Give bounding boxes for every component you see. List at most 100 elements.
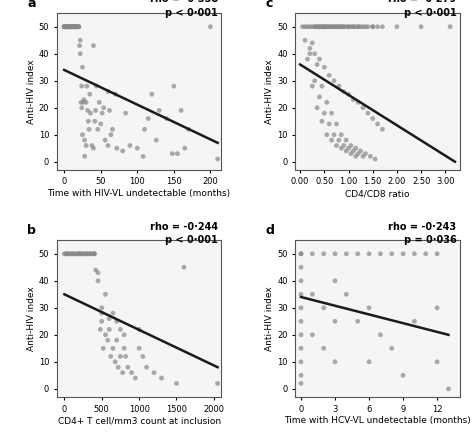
Point [98,310,106,317]
Point [320,110,328,117]
Point [81,137,89,144]
Point [78,104,85,111]
Text: rho = -0·244
p < 0·001: rho = -0·244 p < 0·001 [150,221,218,245]
Point [169,150,176,157]
Point [320,345,328,352]
Point [369,115,376,122]
Point [82,99,90,106]
Point [445,385,452,392]
Point [79,250,87,258]
Point [323,23,330,30]
Point [69,23,77,30]
Point [330,77,338,84]
Point [214,380,221,387]
Point [90,145,97,152]
Point [340,23,347,30]
Point [299,23,306,30]
Point [61,23,69,30]
Point [68,23,75,30]
Point [297,304,305,311]
Point [75,23,82,30]
Point [328,137,336,144]
Point [306,50,314,57]
Point [325,72,333,79]
Point [72,250,79,258]
Point [340,142,347,149]
Point [84,107,91,114]
Point [92,107,100,114]
Point [100,345,107,352]
Point [94,269,102,276]
Point [331,318,339,325]
Point [297,345,305,352]
Point [399,372,407,379]
Point [364,23,372,30]
Point [350,96,357,103]
Point [410,318,418,325]
Point [335,137,343,144]
Point [76,42,83,49]
Point [68,23,75,30]
Point [297,291,305,298]
Point [350,23,357,30]
Point [316,23,323,30]
Point [143,364,150,371]
Point [173,380,180,387]
Point [77,99,85,106]
Point [325,120,333,127]
Point [105,315,113,322]
Point [73,23,81,30]
Point [214,156,221,163]
Point [422,250,429,258]
Point [447,23,454,30]
Point [330,131,338,138]
Point [325,23,333,30]
Point [337,145,345,152]
Point [320,23,328,30]
Point [359,23,367,30]
Point [107,353,115,360]
Point [117,326,124,333]
Point [113,145,120,152]
Point [185,126,192,133]
Point [62,23,70,30]
Point [297,331,305,338]
Point [65,23,73,30]
Point [91,250,98,258]
Point [158,374,165,381]
Point [316,56,323,63]
Point [96,326,104,333]
Point [323,99,330,106]
Point [104,142,112,149]
Point [109,345,117,352]
Point [68,23,75,30]
Point [343,291,350,298]
Point [113,318,120,325]
Point [433,358,441,365]
Point [134,145,141,152]
Point [301,37,309,44]
Point [297,358,305,365]
Point [325,23,333,30]
Point [309,250,316,258]
Point [410,250,418,258]
Point [313,23,321,30]
Point [417,23,425,30]
Point [362,23,369,30]
Point [318,23,326,30]
Point [62,23,70,30]
Point [79,64,86,71]
Point [309,291,316,298]
Point [71,23,78,30]
Point [75,23,82,30]
Point [328,23,336,30]
Point [91,250,98,258]
Point [388,250,395,258]
Point [207,23,214,30]
Point [92,266,100,273]
Point [357,147,365,154]
Point [335,82,343,90]
Point [67,23,74,30]
Point [297,318,305,325]
Point [369,23,376,30]
